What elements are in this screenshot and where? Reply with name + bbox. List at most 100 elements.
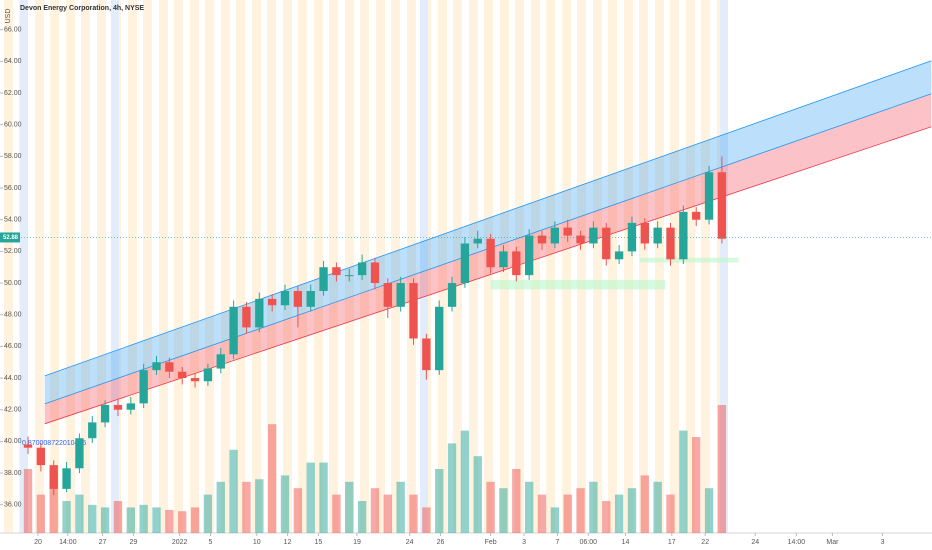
candle-body	[589, 227, 598, 244]
y-tick-label: 52.00	[4, 248, 22, 255]
volume-bar	[280, 475, 290, 533]
x-tick-label: 5	[209, 539, 213, 546]
volume-bar	[49, 475, 58, 533]
volume-bar	[563, 494, 572, 533]
candle-body	[550, 227, 560, 244]
x-tick-label: 3	[522, 539, 526, 546]
channel-line	[44, 60, 932, 377]
volume-bar	[203, 494, 213, 533]
channel-line	[44, 126, 932, 425]
candle-body	[383, 283, 392, 307]
volume-bar	[717, 405, 727, 533]
candle-body	[692, 211, 701, 220]
candle-body	[640, 222, 649, 244]
x-tick-label: 20	[34, 539, 42, 546]
candle-body	[332, 267, 341, 276]
candle-body	[614, 251, 624, 260]
volume-bar	[614, 494, 624, 533]
last-price-box	[0, 232, 20, 243]
volume-bar	[216, 481, 225, 533]
volume-bar	[653, 481, 662, 533]
candle-body	[537, 235, 547, 244]
volume-bar	[704, 488, 714, 533]
volume-bar	[229, 449, 238, 533]
volume-bar	[640, 475, 649, 533]
volume-bar	[100, 507, 110, 533]
volume-bar	[113, 501, 123, 533]
volume-bar	[512, 469, 521, 533]
y-tick-label: 36.00	[4, 502, 22, 509]
candle-body	[152, 362, 161, 371]
x-tick-label: Feb	[485, 539, 497, 546]
volume-bar	[293, 488, 303, 533]
candle-body	[704, 172, 714, 220]
volume-bar	[602, 501, 611, 533]
volume-bar	[267, 424, 277, 533]
y-tick-label: 62.00	[4, 90, 22, 97]
x-tick-label: 24	[751, 539, 759, 546]
volume-bar	[190, 507, 200, 533]
chart-title: Devon Energy Corporation, 4h, NYSE	[20, 5, 144, 12]
x-tick-label: 12	[284, 539, 292, 546]
annotation: 0.870008722010475	[22, 440, 86, 447]
x-tick-label: 27	[99, 539, 107, 546]
candle-body	[49, 465, 58, 489]
support-zone	[639, 257, 739, 263]
upper-channel-band	[44, 60, 932, 404]
candle-body	[267, 298, 277, 306]
session-band	[420, 0, 428, 533]
candle-body	[627, 222, 637, 252]
volume-bar	[576, 488, 585, 533]
volume-bar	[550, 507, 560, 533]
volume-bar	[345, 481, 354, 533]
x-tick-label: Mar	[826, 539, 839, 546]
candle-body	[62, 468, 71, 489]
x-tick-label: 22	[701, 539, 709, 546]
candle-body	[486, 238, 495, 268]
candle-body	[75, 438, 84, 469]
volume-bar	[126, 507, 135, 533]
y-tick-label: 60.00	[4, 122, 22, 129]
candle-body	[306, 290, 315, 307]
x-tick-label: 19	[353, 539, 361, 546]
volume-bar	[473, 456, 482, 533]
x-tick-label: 15	[315, 539, 323, 546]
y-tick-label: 50.00	[4, 280, 22, 287]
y-tick-label: 46.00	[4, 343, 22, 350]
candle-body	[216, 354, 225, 369]
volume-bar	[422, 507, 431, 533]
candle-body	[293, 290, 303, 307]
candle-body	[242, 306, 251, 328]
candle-body	[357, 262, 367, 276]
candle-body	[280, 290, 290, 306]
volume-bar	[178, 511, 187, 533]
candle-body	[178, 371, 187, 379]
session-band	[111, 0, 119, 533]
candle-body	[255, 298, 264, 328]
candle-body	[23, 444, 33, 448]
x-tick-label: 14:00	[788, 539, 806, 546]
candle-body	[717, 172, 727, 239]
x-tick-label: 3	[881, 539, 885, 546]
x-tick-label: 24	[406, 539, 414, 546]
x-tick-label: 10	[253, 539, 261, 546]
volume-bar	[165, 509, 174, 533]
volume-bar	[370, 488, 380, 533]
volume-bar	[396, 481, 405, 533]
last-price-label: 52.88	[3, 235, 19, 241]
candle-body	[524, 235, 534, 276]
volume-bar	[537, 494, 547, 533]
volume-bar	[679, 430, 688, 533]
volume-bar	[332, 494, 341, 533]
volume-bar	[36, 494, 46, 533]
volume-bar	[383, 494, 392, 533]
volume-bar	[627, 488, 637, 533]
candle-body	[512, 251, 521, 276]
volume-bar	[435, 469, 444, 533]
candle-body	[396, 283, 405, 307]
candle-body	[473, 238, 482, 244]
volume-bar	[242, 481, 251, 533]
x-tick-label: 14:00	[59, 539, 77, 546]
